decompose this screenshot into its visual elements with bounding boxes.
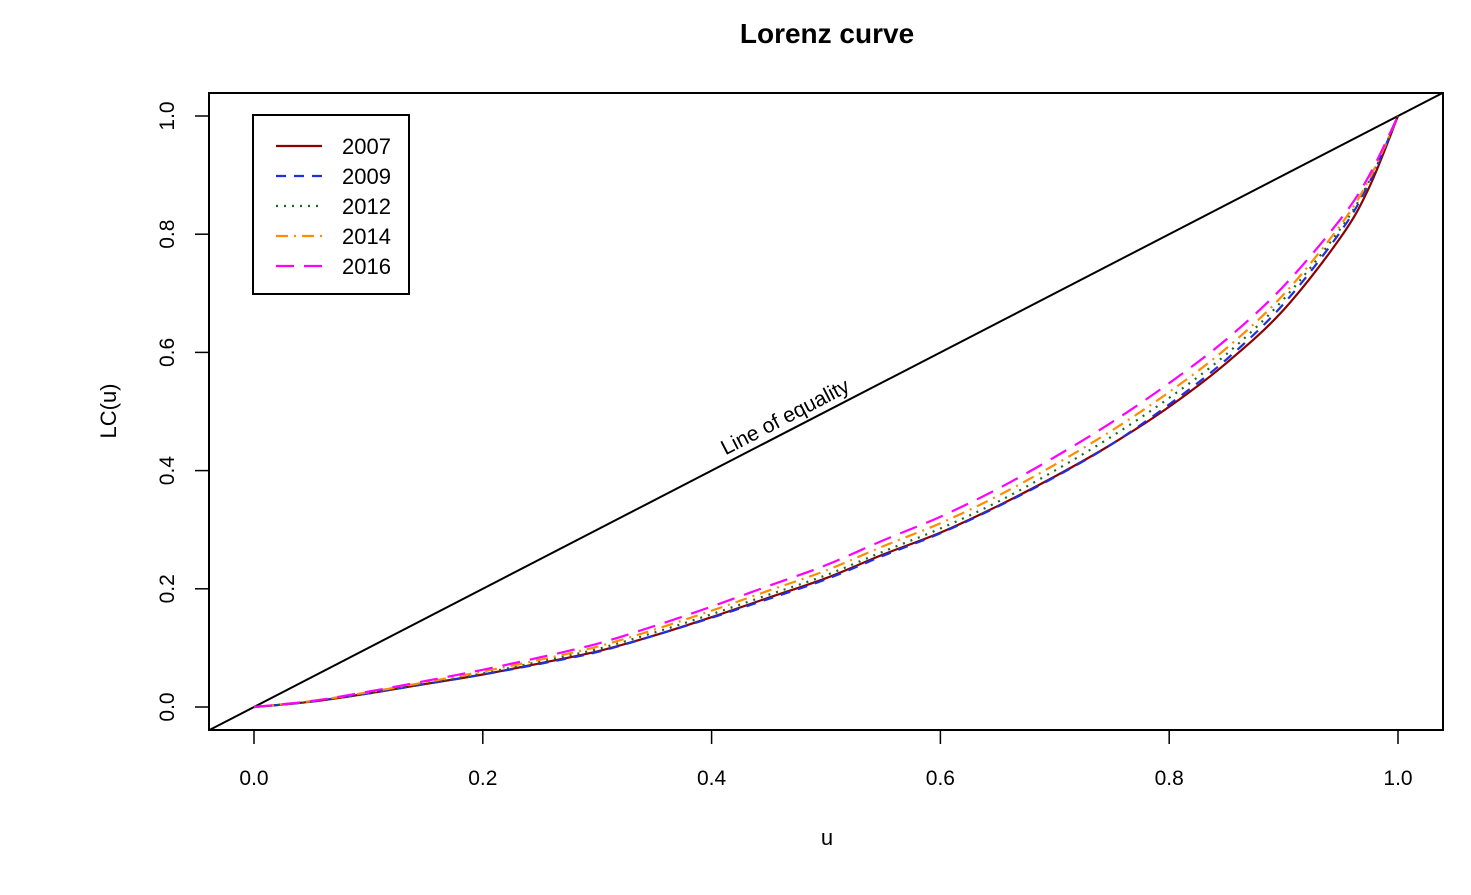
equality-annotation: Line of equality: [717, 374, 854, 460]
legend-item-2014: 2014: [276, 224, 391, 249]
y-tick-label: 1.0: [156, 101, 179, 130]
legend-box: [252, 114, 410, 295]
series-line-2014: [253, 115, 1400, 709]
x-axis-label: u: [821, 825, 833, 850]
legend-item-2009: 2009: [276, 164, 391, 189]
x-axis: 0.0 0.2 0.4 0.6 0.8 1.0: [239, 729, 1413, 790]
y-axis: 0.0 0.2 0.4 0.6 0.8 1.0: [156, 101, 210, 722]
y-tick-label: 0.6: [156, 338, 179, 367]
legend-item-2007: 2007: [276, 134, 391, 159]
legend: 2007 2009 2012 2014 2016: [252, 114, 410, 295]
legend-label: 2009: [342, 164, 391, 189]
y-tick-label: 0.4: [156, 456, 179, 486]
y-tick-label: 0.2: [156, 574, 179, 603]
x-tick-label: 0.0: [239, 767, 268, 790]
legend-item-2016: 2016: [276, 254, 391, 279]
x-tick-label: 0.8: [1155, 767, 1184, 790]
legend-label: 2007: [342, 134, 391, 159]
y-tick-label: 0.0: [156, 692, 179, 721]
x-tick-label: 0.2: [468, 767, 497, 790]
x-tick-label: 1.0: [1383, 767, 1412, 790]
line-of-equality: [208, 91, 1444, 732]
chart-title: Lorenz curve: [740, 18, 914, 49]
y-tick-label: 0.8: [156, 220, 179, 249]
legend-label: 2012: [342, 194, 391, 219]
legend-item-2012: 2012: [276, 194, 391, 219]
legend-label: 2016: [342, 254, 391, 279]
x-tick-label: 0.6: [926, 767, 955, 790]
series-line-2016: [253, 115, 1399, 709]
x-tick-label: 0.4: [697, 767, 727, 790]
series-line-2009: [253, 115, 1400, 709]
y-axis-label: LC(u): [96, 383, 121, 438]
legend-label: 2014: [342, 224, 391, 249]
